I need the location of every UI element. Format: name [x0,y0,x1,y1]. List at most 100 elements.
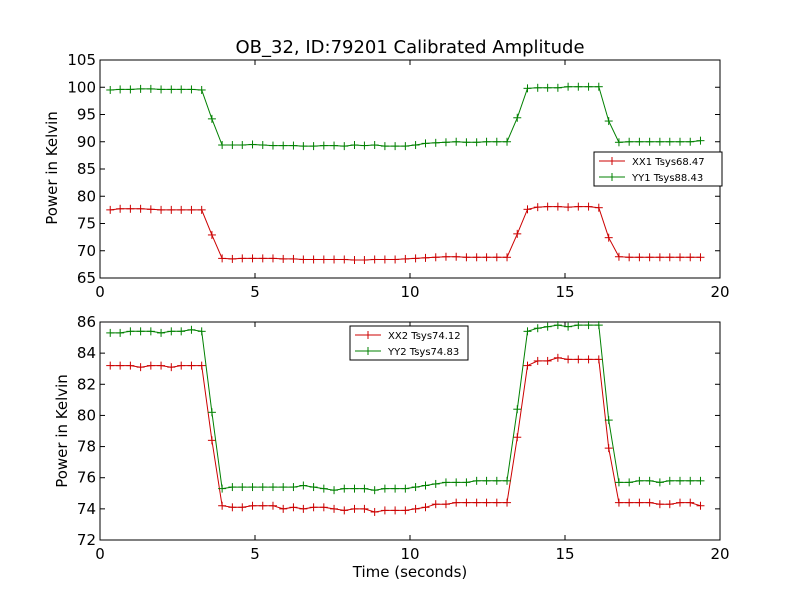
legend-entry: XX1 Tsys68.47 [599,157,705,168]
data-point [248,254,257,263]
data-point [106,205,115,214]
data-point [177,205,186,214]
data-point [553,83,562,92]
data-point [645,476,654,485]
data-point [635,137,644,146]
legend-entry: XX2 Tsys74.12 [355,331,461,342]
data-point [309,142,318,151]
data-point [574,82,583,91]
data-point [431,253,440,262]
legend-label: YY1 Tsys88.43 [631,173,703,184]
data-point [665,476,674,485]
x-tick-label: 5 [250,545,260,563]
data-point [503,498,512,507]
data-point [106,361,115,370]
y-tick-label: 76 [77,469,96,487]
data-point [553,353,562,362]
data-point [319,141,328,150]
data-point [177,85,186,94]
data-point [289,254,298,263]
data-point [523,327,532,336]
data-point [106,328,115,337]
y-tick-label: 86 [77,313,96,331]
data-point [533,83,542,92]
data-point [248,483,257,492]
data-point [167,363,176,372]
data-point [340,142,349,151]
data-point [136,204,145,213]
data-point [523,361,532,370]
data-point [146,361,155,370]
y-tick-label: 105 [67,51,96,69]
data-point [299,481,308,490]
data-point [482,498,491,507]
data-point [421,253,430,262]
data-point [655,478,664,487]
data-point [238,483,247,492]
data-point [604,233,613,242]
data-point [503,476,512,485]
legend-entry: YY1 Tsys88.43 [599,173,703,184]
data-point [167,85,176,94]
y-tick-label: 75 [77,215,96,233]
data-point [584,202,593,211]
x-tick-label: 5 [250,283,260,301]
data-point [523,84,532,93]
data-point [380,255,389,264]
data-point [543,202,552,211]
data-point [543,322,552,331]
data-point [391,506,400,515]
data-point [187,361,196,370]
data-point [665,253,674,262]
data-point [157,328,166,337]
y-tick-label: 84 [77,344,96,362]
data-point [543,83,552,92]
data-point [533,356,542,365]
data-point [574,202,583,211]
data-point [676,137,685,146]
data-point [360,141,369,150]
x-tick-label: 20 [710,545,729,563]
data-point [197,361,206,370]
data-point [594,355,603,364]
legend: XX2 Tsys74.12 YY2 Tsys74.83 [349,325,469,361]
y-tick-label: 85 [77,160,96,178]
y-tick-label: 74 [77,500,96,518]
data-point [380,484,389,493]
data-point [503,137,512,146]
data-point [197,205,206,214]
data-point [614,138,623,147]
data-point [279,504,288,513]
data-point [645,253,654,262]
data-point [146,205,155,214]
data-point [645,498,654,507]
data-point [665,500,674,509]
data-point [564,82,573,91]
data-point [330,255,339,264]
data-point [187,325,196,334]
data-point [350,141,359,150]
data-point [411,254,420,263]
data-point [299,504,308,513]
data-point [279,141,288,150]
data-point [228,141,237,150]
data-point [686,137,695,146]
data-point [676,476,685,485]
data-point [655,253,664,262]
data-point [218,254,227,263]
data-point [238,141,247,150]
data-point [431,138,440,147]
data-point [696,501,705,510]
y-tick-label: 80 [77,187,96,205]
bottom-y-axis-label: Power in Kelvin [53,374,71,488]
data-point [655,137,664,146]
data-point [146,84,155,93]
data-point [289,141,298,150]
data-point [268,141,277,150]
data-point [421,503,430,512]
data-point [594,321,603,330]
data-point [676,253,685,262]
data-point [106,85,115,94]
data-point [533,203,542,212]
data-point [126,85,135,94]
